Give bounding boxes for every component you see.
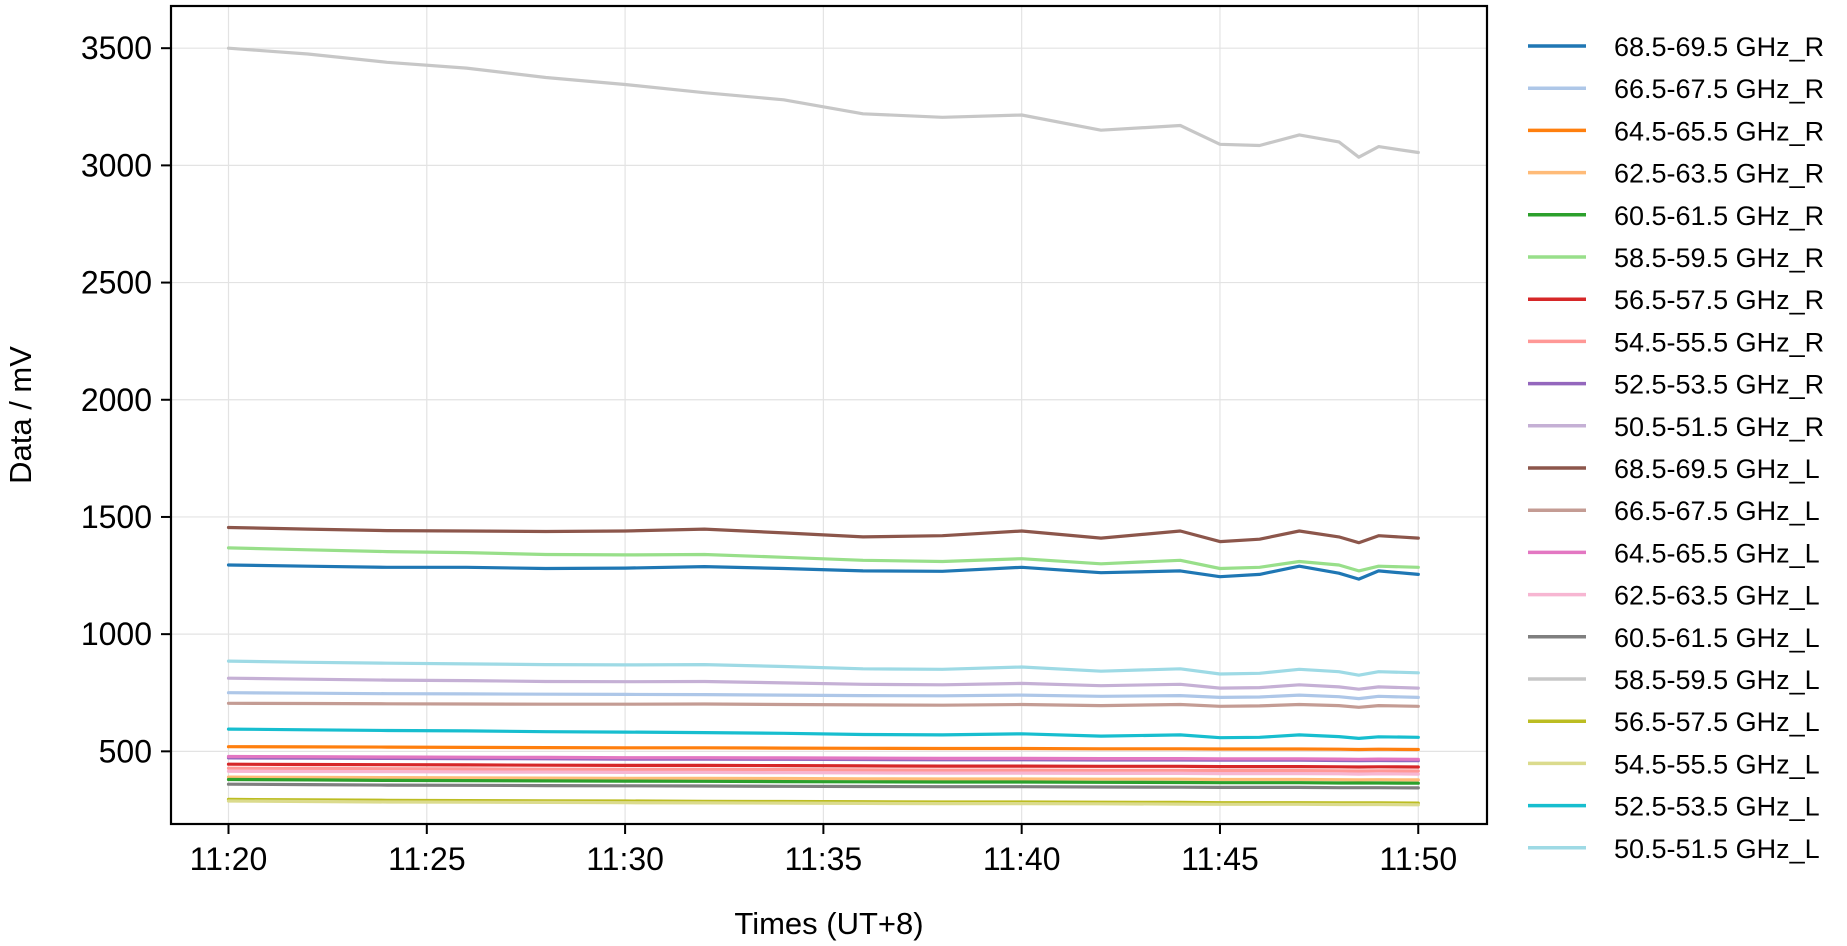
x-tick-label: 11:50 <box>1379 841 1457 877</box>
y-axis-label: Data / mV <box>3 346 38 484</box>
series-line-12 <box>226 754 1420 761</box>
x-tick-label: 11:20 <box>190 841 268 877</box>
legend-label-5: 58.5-59.5 GHz_R <box>1614 243 1824 273</box>
x-tick-label: 11:30 <box>586 841 664 877</box>
legend-label-0: 68.5-69.5 GHz_R <box>1614 32 1824 62</box>
plot-area-frame <box>169 4 1489 826</box>
y-tick-label: 1000 <box>81 616 152 652</box>
legend-label-14: 60.5-61.5 GHz_L <box>1614 623 1820 653</box>
legend-label-3: 62.5-63.5 GHz_R <box>1614 159 1824 189</box>
legend-label-1: 66.5-67.5 GHz_R <box>1614 74 1824 104</box>
series-line-18 <box>226 727 1420 741</box>
y-tick-label: 1500 <box>81 499 152 535</box>
x-tick-label: 11:25 <box>388 841 466 877</box>
x-tick-label: 11:35 <box>785 841 863 877</box>
series-line-14 <box>226 782 1420 790</box>
legend-label-4: 60.5-61.5 GHz_R <box>1614 201 1824 231</box>
legend-label-12: 64.5-65.5 GHz_L <box>1614 538 1820 568</box>
legend-label-13: 62.5-63.5 GHz_L <box>1614 581 1820 611</box>
series-line-13 <box>226 769 1420 776</box>
x-tick-label: 11:45 <box>1181 841 1259 877</box>
series-line-9 <box>226 676 1420 691</box>
series-line-5 <box>226 546 1420 573</box>
series-line-2 <box>226 745 1420 752</box>
legend-label-9: 50.5-51.5 GHz_R <box>1614 412 1824 442</box>
y-tick-label: 500 <box>99 733 152 769</box>
legend-label-17: 54.5-55.5 GHz_L <box>1614 749 1820 779</box>
grid-lines <box>171 6 1487 824</box>
series-line-1 <box>226 691 1420 701</box>
y-tick-label: 3000 <box>81 147 152 183</box>
x-axis: 11:20 11:25 11:30 11:35 11:40 11:45 11:50 <box>190 824 1457 877</box>
series-layer <box>226 46 1420 807</box>
x-axis-label: Times (UT+8) <box>734 906 923 941</box>
series-line-10 <box>226 525 1420 545</box>
y-tick-label: 2000 <box>81 382 152 418</box>
series-line-15 <box>226 46 1420 159</box>
series-line-7 <box>226 766 1420 773</box>
legend-label-19: 50.5-51.5 GHz_L <box>1614 834 1820 864</box>
legend: 68.5-69.5 GHz_R 66.5-67.5 GHz_R 64.5-65.5 … <box>1528 32 1824 864</box>
series-line-11 <box>226 701 1420 709</box>
legend-label-2: 64.5-65.5 GHz_R <box>1614 116 1824 146</box>
x-tick-label: 11:40 <box>983 841 1061 877</box>
legend-label-11: 66.5-67.5 GHz_L <box>1614 496 1820 526</box>
y-tick-label: 3500 <box>81 30 152 66</box>
legend-label-16: 56.5-57.5 GHz_L <box>1614 707 1820 737</box>
legend-label-6: 56.5-57.5 GHz_R <box>1614 285 1824 315</box>
series-line-0 <box>226 563 1420 581</box>
y-axis: 500 1000 1500 2000 2500 3000 3500 <box>81 30 171 769</box>
series-line-6 <box>226 762 1420 769</box>
legend-label-7: 54.5-55.5 GHz_R <box>1614 327 1824 357</box>
series-line-17 <box>226 799 1420 807</box>
legend-label-15: 58.5-59.5 GHz_L <box>1614 665 1820 695</box>
legend-label-8: 52.5-53.5 GHz_R <box>1614 370 1824 400</box>
legend-label-10: 68.5-69.5 GHz_L <box>1614 454 1820 484</box>
series-line-4 <box>226 777 1420 785</box>
series-line-19 <box>226 659 1420 677</box>
series-line-3 <box>226 775 1420 782</box>
y-tick-label: 2500 <box>81 265 152 301</box>
legend-label-18: 52.5-53.5 GHz_L <box>1614 792 1820 822</box>
